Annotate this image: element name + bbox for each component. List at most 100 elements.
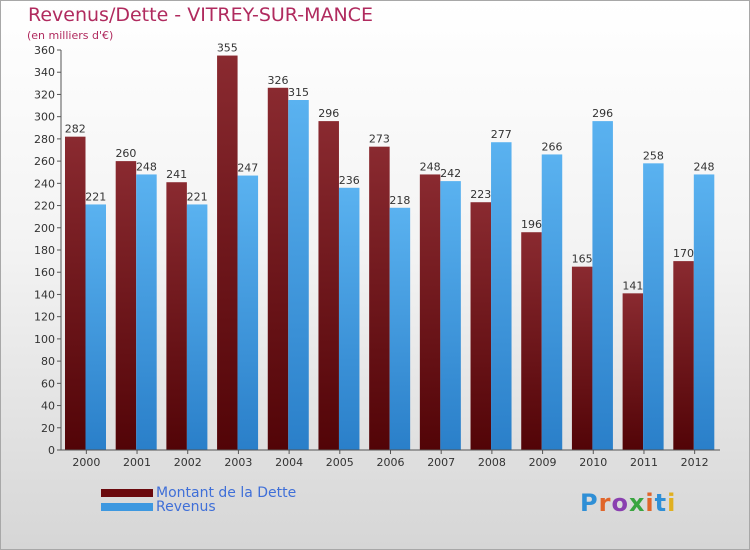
data-label: 266 xyxy=(541,140,562,153)
data-label: 258 xyxy=(643,149,664,162)
x-axis: 2000 2001 2002 2003 2004 2005 2006 2007 2008 2009… xyxy=(61,449,720,469)
bar-revenus xyxy=(85,204,106,450)
bar-revenus xyxy=(186,204,208,450)
data-label: 221 xyxy=(187,190,208,203)
data-label: 218 xyxy=(389,194,410,207)
y-tick-label: 240 xyxy=(34,177,55,190)
y-tick-label: 80 xyxy=(41,355,55,368)
y-tick-label: 340 xyxy=(34,66,55,79)
legend-swatch-debt xyxy=(101,489,153,497)
data-label: 326 xyxy=(268,74,289,87)
bar-dette xyxy=(521,232,542,450)
legend-label-revenus: Revenus xyxy=(156,499,216,515)
bar-dette xyxy=(318,121,339,450)
x-tick-label: 2001 xyxy=(123,456,151,469)
bar-dette xyxy=(65,136,86,450)
bar-dette xyxy=(217,55,238,451)
y-tick-label: 300 xyxy=(34,111,55,124)
bar-revenus xyxy=(643,163,664,451)
bar-revenus xyxy=(440,181,461,450)
bar-dette xyxy=(115,161,137,450)
data-label: 170 xyxy=(673,247,694,260)
bar-dette xyxy=(571,266,593,450)
x-tick-label: 2004 xyxy=(275,456,303,469)
y-tick-label: 40 xyxy=(41,400,55,413)
bar-revenus xyxy=(491,142,512,450)
x-tick-label: 2007 xyxy=(427,456,455,469)
data-label: 247 xyxy=(237,162,258,175)
x-tick-label: 2009 xyxy=(529,456,557,469)
x-tick-label: 2012 xyxy=(681,456,709,469)
x-tick-label: 2010 xyxy=(579,456,607,469)
data-label: 141 xyxy=(622,279,643,292)
bar-dette xyxy=(166,182,187,450)
data-label: 196 xyxy=(521,218,542,231)
logo-letter: x xyxy=(628,489,646,517)
x-tick-label: 2008 xyxy=(478,456,506,469)
data-label: 248 xyxy=(694,160,715,173)
x-tick-label: 2003 xyxy=(224,456,252,469)
data-label: 315 xyxy=(288,86,309,99)
bar-dette xyxy=(369,146,390,450)
y-tick-label: 100 xyxy=(34,333,55,346)
bar-dette xyxy=(622,293,644,450)
data-label: 165 xyxy=(572,253,593,266)
bar-revenus xyxy=(592,121,613,450)
logo-letter: i xyxy=(667,489,677,517)
bar-dette xyxy=(267,87,289,451)
bar-revenus xyxy=(288,100,309,450)
legend-swatch-revenus xyxy=(101,503,153,511)
data-label: 260 xyxy=(115,147,136,160)
y-tick-label: 60 xyxy=(41,377,55,390)
data-label: 248 xyxy=(420,160,441,173)
x-tick-label: 2002 xyxy=(174,456,202,469)
logo-letter: P xyxy=(580,489,599,517)
bar-revenus xyxy=(389,207,411,450)
data-label: 277 xyxy=(491,128,512,141)
bar-dette xyxy=(673,261,694,450)
logo-letter: i xyxy=(645,489,655,517)
bar-revenus xyxy=(541,154,563,450)
y-tick-label: 200 xyxy=(34,222,55,235)
x-tick-label: 2006 xyxy=(377,456,405,469)
chart-subtitle: (en milliers d'€) xyxy=(27,29,114,42)
data-label: 223 xyxy=(470,188,491,201)
y-tick-label: 360 xyxy=(34,44,55,57)
y-tick-label: 280 xyxy=(34,133,55,146)
y-tick-label: 140 xyxy=(34,288,55,301)
data-label: 241 xyxy=(166,168,187,181)
x-tick-label: 2011 xyxy=(630,456,658,469)
data-label: 282 xyxy=(65,123,86,136)
bar-dette xyxy=(419,174,441,450)
bar-revenus xyxy=(136,174,157,450)
data-label: 242 xyxy=(440,167,461,180)
bar-revenus xyxy=(237,175,259,451)
data-label: 296 xyxy=(592,107,613,120)
data-label: 273 xyxy=(369,133,390,146)
y-tick-label: 260 xyxy=(34,155,55,168)
proxiti-logo: Proxiti xyxy=(580,489,676,517)
logo-letter: o xyxy=(611,489,629,517)
y-tick-label: 320 xyxy=(34,88,55,101)
logo-letter: t xyxy=(654,489,668,517)
y-tick-label: 20 xyxy=(41,422,55,435)
y-tick-label: 180 xyxy=(34,244,55,257)
bar-dette xyxy=(470,202,492,450)
chart-title: Revenus/Dette - VITREY-SUR-MANCE xyxy=(28,4,373,26)
data-label: 355 xyxy=(217,42,238,55)
y-tick-label: 160 xyxy=(34,266,55,279)
data-labels: 2822212602482412213552473263152962362732… xyxy=(65,42,715,293)
data-label: 296 xyxy=(318,107,339,120)
x-tick-label: 2000 xyxy=(72,456,100,469)
data-label: 248 xyxy=(136,160,157,173)
logo-letter: r xyxy=(598,489,612,517)
x-tick-label: 2005 xyxy=(326,456,354,469)
y-tick-label: 120 xyxy=(34,311,55,324)
data-label: 236 xyxy=(339,174,360,187)
bars xyxy=(65,55,715,451)
bar-revenus xyxy=(693,174,715,450)
y-axis: 0 20 40 60 80 100 120 140 160 180 200 220 240 260 280 3… xyxy=(34,44,62,457)
legend-label-debt: Montant de la Dette xyxy=(156,485,297,501)
bar-revenus xyxy=(338,187,360,450)
